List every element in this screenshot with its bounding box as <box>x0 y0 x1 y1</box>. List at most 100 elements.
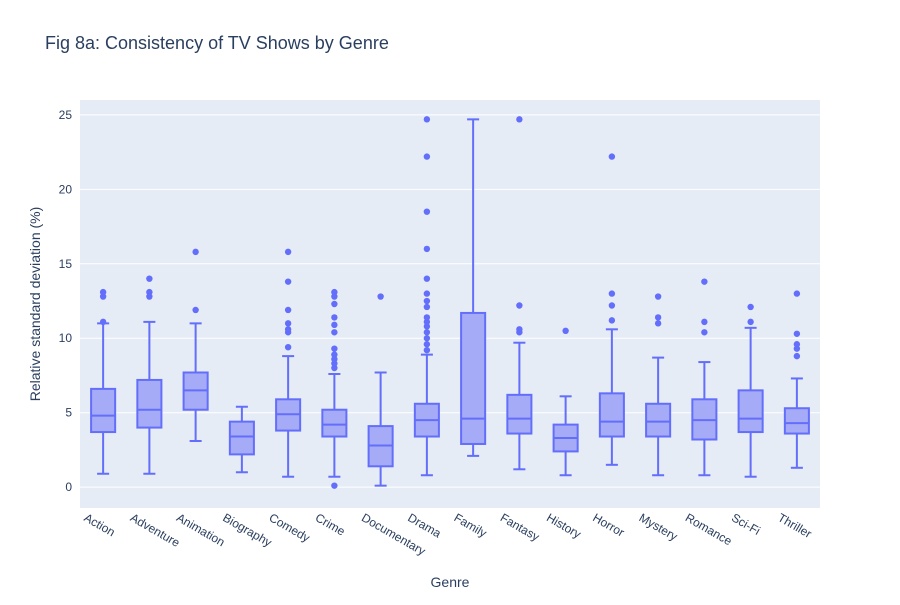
x-tick-label: Romance <box>683 510 735 548</box>
x-tick-label: Sci-Fi <box>729 510 763 537</box>
x-axis-label: Genre <box>431 574 470 590</box>
box-sci-fi <box>737 303 764 478</box>
box-animation <box>182 248 209 442</box>
outlier-point <box>516 302 523 309</box>
outlier-point <box>146 293 153 300</box>
outlier-point <box>747 318 754 326</box>
y-tick-label: 10 <box>59 331 73 345</box>
outlier-point <box>608 317 616 324</box>
iqr-box <box>783 407 810 435</box>
x-tick-label: Horror <box>590 510 626 539</box>
outlier-point <box>423 245 431 253</box>
box-adventure <box>136 275 163 475</box>
outlier-point <box>654 314 662 321</box>
outlier-point <box>284 248 292 256</box>
outlier-point <box>284 326 292 333</box>
box-horror <box>598 153 625 466</box>
iqr-box <box>598 392 625 438</box>
x-tick-label: Thriller <box>775 510 814 540</box>
gridlines <box>80 114 820 488</box>
outlier-point <box>747 303 754 311</box>
x-tick-label: Crime <box>313 510 348 538</box>
box-thriller <box>783 290 810 469</box>
outlier-point <box>284 278 292 285</box>
iqr-box <box>90 387 117 434</box>
box-family <box>460 118 487 457</box>
iqr-box <box>460 311 487 445</box>
outlier-point <box>423 329 431 336</box>
outlier-point <box>562 327 569 335</box>
outlier-point <box>331 329 338 336</box>
y-tick-label: 0 <box>65 480 72 494</box>
outlier-point <box>192 306 199 314</box>
outlier-point <box>423 290 431 297</box>
outlier-point <box>284 343 292 351</box>
x-tick-label: Fantasy <box>498 510 542 543</box>
box-fantasy <box>506 116 533 471</box>
outlier-point <box>793 330 801 337</box>
box-biography <box>228 405 255 474</box>
iqr-box <box>136 378 163 429</box>
outlier-point <box>146 275 153 282</box>
outlier-point <box>331 355 338 363</box>
x-tick-label: Family <box>452 510 490 540</box>
iqr-box <box>737 389 764 434</box>
outlier-point <box>331 314 338 321</box>
outlier-point <box>99 318 107 326</box>
outlier-point <box>608 153 616 160</box>
outlier-point <box>331 293 338 300</box>
outlier-point <box>423 275 431 282</box>
outlier-point <box>423 341 431 348</box>
outlier-point <box>331 288 338 296</box>
outlier-point <box>423 318 431 326</box>
x-tick-label: Biography <box>220 510 274 549</box>
outlier-point <box>284 306 292 314</box>
outlier-point <box>793 352 801 360</box>
iqr-box <box>321 408 348 438</box>
x-tick-label: Mystery <box>637 510 680 543</box>
box-crime <box>321 288 348 489</box>
box-comedy <box>275 248 302 478</box>
outlier-point <box>701 278 708 285</box>
box-documentary <box>367 293 394 487</box>
outlier-point <box>793 345 801 352</box>
box-drama <box>413 116 440 477</box>
chart-title: Fig 8a: Consistency of TV Shows by Genre <box>45 33 389 53</box>
outlier-point <box>423 323 431 330</box>
y-tick-label: 15 <box>59 257 73 271</box>
x-tick-label: Animation <box>174 510 227 549</box>
x-tick-label: History <box>544 510 583 541</box>
x-tick-label: Adventure <box>128 510 183 550</box>
boxes <box>90 116 810 489</box>
outlier-point <box>331 321 338 329</box>
outlier-point <box>99 288 107 296</box>
outlier-point <box>608 290 616 297</box>
iqr-box <box>645 402 672 438</box>
outlier-point <box>331 364 338 372</box>
outlier-point <box>423 153 431 160</box>
outlier-point <box>793 341 801 348</box>
outlier-point <box>654 293 662 300</box>
y-tick-label: 5 <box>65 406 72 420</box>
outlier-point <box>516 116 523 123</box>
outlier-point <box>793 290 801 297</box>
outlier-point <box>331 482 338 489</box>
outlier-point <box>99 293 107 300</box>
x-tick-label: Action <box>82 510 118 539</box>
outlier-point <box>423 314 431 321</box>
outlier-point <box>654 320 662 327</box>
outlier-point <box>331 300 338 308</box>
iqr-box <box>506 393 533 435</box>
y-tick-label: 20 <box>59 182 73 196</box>
outlier-point <box>146 288 153 296</box>
plot-area <box>80 100 820 508</box>
outlier-point <box>331 360 338 367</box>
box-history <box>552 327 579 477</box>
y-axis-label: Relative standard deviation (%) <box>27 207 43 402</box>
outlier-point <box>701 318 708 326</box>
outlier-point <box>192 248 199 256</box>
outlier-point <box>284 320 292 327</box>
